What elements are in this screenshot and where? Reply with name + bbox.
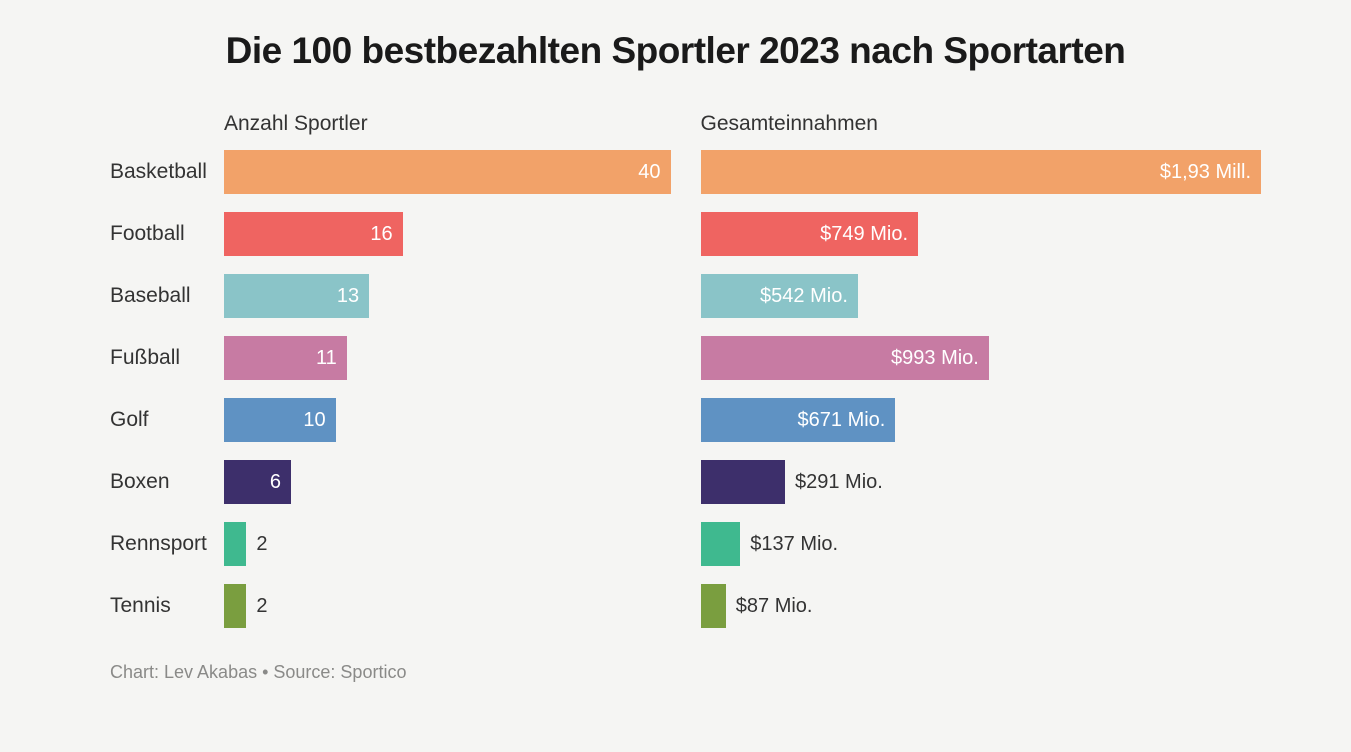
bar-area: 16 [224,212,671,256]
bar-row: Basketball 40 [110,148,671,196]
category-label: Tennis [110,594,224,618]
left-panel: Anzahl Sportler Basketball40Football16Ba… [110,112,671,644]
bar-row: $671 Mio. [701,396,1262,444]
bar-row: $87 Mio. [701,582,1262,630]
category-label: Baseball [110,284,224,308]
bar-area: $542 Mio. [701,274,1262,318]
bar-row: $291 Mio. [701,458,1262,506]
bar-value: 2 [256,533,267,556]
bar: $542 Mio. [701,274,858,318]
bar: $993 Mio. [701,336,989,380]
chart-title: Die 100 bestbezahlten Sportler 2023 nach… [50,30,1301,72]
bar-area: 2 [224,584,671,628]
bar-value: $137 Mio. [750,533,838,556]
bar: $749 Mio. [701,212,919,256]
charts-row: Anzahl Sportler Basketball40Football16Ba… [50,112,1301,644]
bar-row: $137 Mio. [701,520,1262,568]
bar-row: Tennis 2 [110,582,671,630]
bar-row: $993 Mio. [701,334,1262,382]
bar: $671 Mio. [701,398,896,442]
bar: 40 [224,150,671,194]
bar-value: $993 Mio. [891,347,979,370]
category-label: Fußball [110,346,224,370]
chart-credit: Chart: Lev Akabas • Source: Sportico [50,662,1301,683]
bar-value: $1,93 Mill. [1160,161,1251,184]
right-panel-header: Gesamteinnahmen [701,112,1262,136]
bar [701,584,726,628]
bar-area: $291 Mio. [701,460,1262,504]
bar [224,584,246,628]
bar-row: $1,93 Mill. [701,148,1262,196]
bar-value: 16 [370,223,392,246]
bar [701,522,741,566]
bar-row: Baseball 13 [110,272,671,320]
bar-area: $993 Mio. [701,336,1262,380]
category-label: Basketball [110,160,224,184]
bar-value: 13 [337,285,359,308]
bar-value: 11 [316,347,337,370]
bar: 6 [224,460,291,504]
bar-area: 10 [224,398,671,442]
bar-area: 11 [224,336,671,380]
bar-area: $137 Mio. [701,522,1262,566]
chart-container: Die 100 bestbezahlten Sportler 2023 nach… [0,0,1351,703]
bar-value: 10 [303,409,325,432]
bar-row: Golf 10 [110,396,671,444]
bar: 16 [224,212,403,256]
bar-row: Football 16 [110,210,671,258]
bar-area: 6 [224,460,671,504]
bar: 13 [224,274,369,318]
bar: $1,93 Mill. [701,150,1262,194]
bar-area: $671 Mio. [701,398,1262,442]
bar-area: 40 [224,150,671,194]
bar-value: 6 [270,471,281,494]
category-label: Rennsport [110,532,224,556]
bar-row: Rennsport 2 [110,520,671,568]
bar-value: $87 Mio. [736,595,813,618]
bar-value: 2 [256,595,267,618]
bar-row: $542 Mio. [701,272,1262,320]
bar-area: 2 [224,522,671,566]
bar-row: Boxen 6 [110,458,671,506]
bar-area: $749 Mio. [701,212,1262,256]
category-label: Football [110,222,224,246]
bar-area: $87 Mio. [701,584,1262,628]
bar-area: $1,93 Mill. [701,150,1262,194]
bar-value: 40 [638,161,660,184]
bar [701,460,786,504]
bar [224,522,246,566]
bar-value: $671 Mio. [798,409,886,432]
bar-row: $749 Mio. [701,210,1262,258]
right-rows: $1,93 Mill. $749 Mio. $542 Mio. $993 Mio. $6… [701,148,1262,644]
bar-row: Fußball 11 [110,334,671,382]
left-panel-header: Anzahl Sportler [110,112,671,136]
category-label: Golf [110,408,224,432]
bar: 10 [224,398,336,442]
bar-area: 13 [224,274,671,318]
left-rows: Basketball 40 Football 16 Baseball 13 Fußball 1… [110,148,671,644]
bar-value: $749 Mio. [820,223,908,246]
bar-value: $291 Mio. [795,471,883,494]
category-label: Boxen [110,470,224,494]
bar: 11 [224,336,347,380]
right-panel: Gesamteinnahmen $1,93 Mill. $749 Mio. $542… [701,112,1262,644]
bar-value: $542 Mio. [760,285,848,308]
